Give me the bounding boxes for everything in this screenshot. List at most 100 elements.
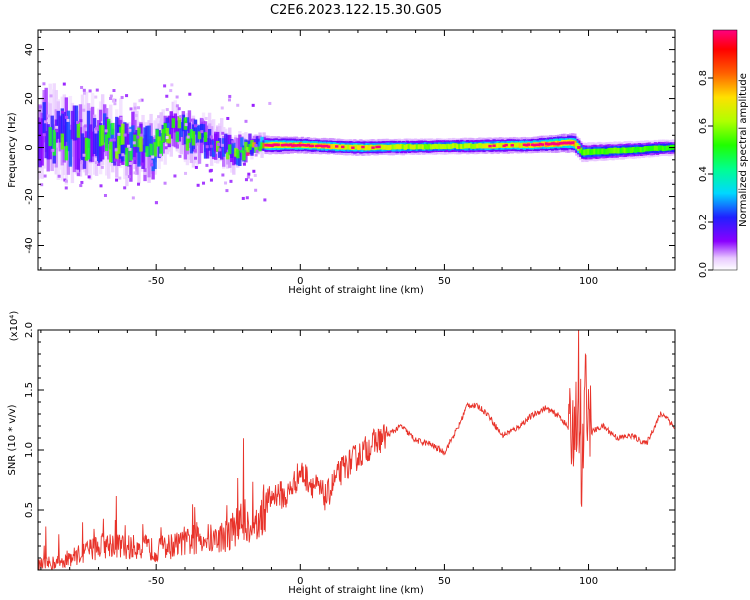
spectrogram-cell <box>615 147 619 154</box>
spectrogram-cell <box>46 124 50 160</box>
spectrogram-cell <box>52 129 56 156</box>
spectrogram-cell <box>111 129 115 164</box>
spectrogram-ytick-label: 20 <box>24 92 35 105</box>
spectrogram-cell <box>167 122 171 139</box>
spectrogram-cell <box>405 144 410 149</box>
spectrogram-ytick-label: 40 <box>24 43 35 56</box>
spectrogram-cell <box>407 143 412 149</box>
spectrogram-speckle <box>65 115 69 119</box>
spectrogram-cell <box>256 138 260 147</box>
spectrogram-speckle <box>129 107 133 111</box>
spectrogram-speckle <box>80 180 84 184</box>
spectrogram-cell <box>595 148 599 155</box>
spectrogram-cell <box>38 121 42 168</box>
spectrogram-speckle <box>140 162 144 166</box>
spectrogram-speckle <box>94 95 98 99</box>
spectrogram-cell <box>526 143 531 146</box>
snr-xtick-label: 100 <box>579 576 598 587</box>
spectrogram-cell <box>411 144 416 150</box>
spectrogram-xtick-label: 0 <box>297 276 303 287</box>
spectrogram-cell <box>520 142 525 148</box>
spectrogram-speckle <box>55 125 59 129</box>
spectrogram-speckle <box>63 178 67 182</box>
spectrogram-cell <box>492 144 496 147</box>
spectrogram-speckle <box>200 130 204 134</box>
snr-ylabel: SNR (10 * v/v) <box>7 404 18 475</box>
spectrogram-cell <box>464 143 468 149</box>
spectrogram-speckle <box>128 161 132 165</box>
spectrogram-cell <box>635 146 640 153</box>
spectrogram-cell <box>278 142 282 148</box>
spectrogram-cell <box>627 147 631 153</box>
spectrogram-cell <box>577 146 581 149</box>
spectrogram-cell <box>113 138 117 166</box>
spectrogram-cell <box>629 147 633 153</box>
spectrogram-cell <box>270 144 274 147</box>
spectrogram-cell <box>381 144 385 150</box>
spectrogram-cell <box>637 146 642 153</box>
spectrogram-speckle <box>217 142 221 146</box>
spectrogram-cell <box>435 144 440 150</box>
spectrogram-cell <box>181 114 186 132</box>
spectrogram-cell <box>496 142 500 148</box>
spectrogram-cell <box>78 127 83 159</box>
spectrogram-speckle <box>51 148 55 152</box>
spectrogram-cell <box>159 140 163 157</box>
spectrogram-speckle <box>170 83 174 87</box>
spectrogram-cell <box>609 147 613 154</box>
spectrogram-cell <box>109 140 113 163</box>
spectrogram-cell <box>417 144 422 150</box>
spectrogram-cell <box>631 146 636 153</box>
spectrogram-speckle <box>249 178 253 182</box>
spectrogram-speckle <box>133 106 137 110</box>
spectrogram-cell <box>60 133 65 150</box>
spectrogram-cell <box>433 143 438 149</box>
spectrogram-speckle <box>251 103 255 107</box>
spectrogram-speckle <box>226 116 230 120</box>
spectrogram-cell <box>445 143 450 149</box>
spectrogram-frame <box>37 29 676 271</box>
spectrogram-speckle <box>100 165 104 169</box>
spectrogram-cell <box>427 143 432 149</box>
spectrogram-cell <box>345 144 349 150</box>
spectrogram-cell <box>347 144 351 150</box>
spectrogram-speckle <box>254 188 258 192</box>
spectrogram-cell <box>383 144 387 150</box>
spectrogram-cell <box>161 133 165 154</box>
spectrogram-speckle <box>245 196 249 200</box>
spectrogram-xtick-label: 100 <box>579 276 598 287</box>
spectrogram-cell <box>177 116 182 129</box>
spectrogram-speckle <box>127 144 131 148</box>
colorbar-label: Normalized spectral amplitude <box>738 73 749 227</box>
spectrogram-speckle <box>231 140 235 144</box>
spectrogram-cell <box>258 141 262 150</box>
spectrogram-cell <box>195 125 200 144</box>
spectrogram-speckle <box>125 94 129 98</box>
spectrogram-cell <box>482 143 486 149</box>
spectrogram-cell <box>512 142 516 148</box>
spectrogram-speckle <box>136 106 140 110</box>
spectrogram-cell <box>536 143 541 147</box>
spectrogram-cell <box>369 144 373 150</box>
spectrogram-cell <box>105 117 109 149</box>
spectrogram-cell <box>74 136 79 170</box>
spectrogram-cell <box>228 143 232 168</box>
spectrogram-cell <box>454 143 458 149</box>
spectrogram-speckle <box>82 153 86 157</box>
spectrogram-cell <box>88 124 93 162</box>
spectrogram-speckle <box>205 163 209 167</box>
spectrogram-cell <box>532 143 537 147</box>
spectrogram-cell <box>619 147 623 154</box>
spectrogram-cell <box>439 144 444 150</box>
spectrogram-cell <box>133 134 137 147</box>
spectrogram-speckle <box>194 156 198 160</box>
spectrogram-cell <box>224 133 228 154</box>
spectrogram-speckle <box>165 136 169 140</box>
spectrogram-speckle <box>188 92 192 96</box>
spectrogram-cell <box>145 146 149 157</box>
spectrogram-speckle <box>140 98 144 102</box>
spectrogram-speckle <box>57 174 61 178</box>
spectrogram-cell <box>236 149 240 159</box>
spectrogram-cell <box>266 143 270 147</box>
spectrogram-cell <box>506 143 510 148</box>
